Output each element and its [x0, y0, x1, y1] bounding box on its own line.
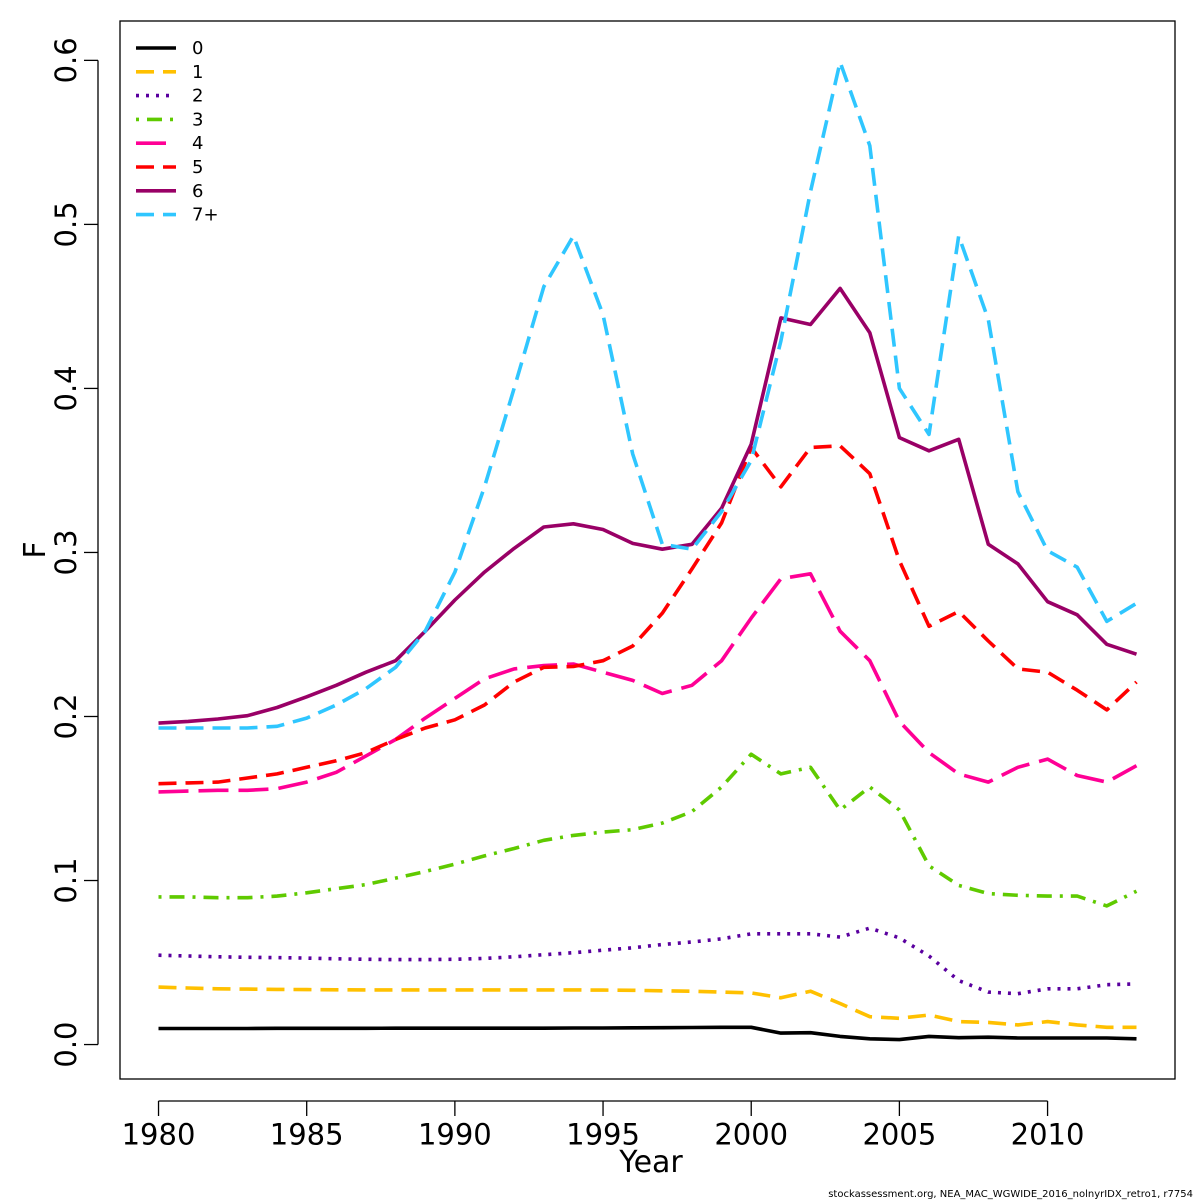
series-line-4	[158, 571, 1138, 794]
series-line-2	[158, 926, 1137, 996]
y-tick-label: 0.2	[49, 693, 83, 739]
y-tick-label: 0.6	[49, 37, 83, 83]
y-axis-title: F	[18, 541, 53, 558]
legend-label: 1	[192, 62, 203, 83]
x-axis-title: Year	[618, 1145, 683, 1180]
legend-label: 2	[192, 86, 203, 107]
x-tick-label: 1985	[270, 1118, 344, 1152]
legend-label: 6	[192, 181, 203, 202]
x-tick-label: 2005	[862, 1118, 936, 1152]
y-tick-label: 0.1	[49, 857, 83, 903]
y-tick-label: 0.3	[49, 529, 83, 575]
y-tick-label: 0.4	[49, 365, 83, 411]
y-tick-label: 0.0	[49, 1021, 83, 1067]
legend-label: 7+	[192, 205, 219, 226]
legend-label: 4	[192, 133, 203, 154]
x-tick-label: 1990	[418, 1118, 492, 1152]
plot-box	[119, 20, 1176, 1080]
x-axis: 1980 1985 1990 1995 2000 2005 2010	[122, 1100, 1085, 1152]
series-line-3	[158, 752, 1138, 908]
series-layer	[158, 60, 1138, 1042]
series-line-1	[158, 985, 1137, 1030]
series-line-0	[158, 1025, 1137, 1042]
y-tick-label: 0.5	[49, 201, 83, 247]
x-tick-label: 2000	[714, 1118, 788, 1152]
series-line-7plus	[158, 60, 1138, 730]
legend-label: 0	[192, 38, 203, 59]
credit-text: stockassessment.org, NEA_MAC_WGWIDE_2016…	[828, 1189, 1193, 1200]
x-tick-label: 1995	[566, 1118, 640, 1152]
series-line-5	[158, 443, 1138, 786]
x-tick-label: 1980	[122, 1118, 196, 1152]
y-axis: 0.0 0.1 0.2 0.3 0.4 0.5 0.6	[49, 37, 99, 1068]
legend-label: 5	[192, 157, 203, 178]
legend-label: 3	[192, 109, 203, 130]
x-tick-label: 2010	[1011, 1118, 1085, 1152]
series-line-6	[158, 286, 1138, 725]
